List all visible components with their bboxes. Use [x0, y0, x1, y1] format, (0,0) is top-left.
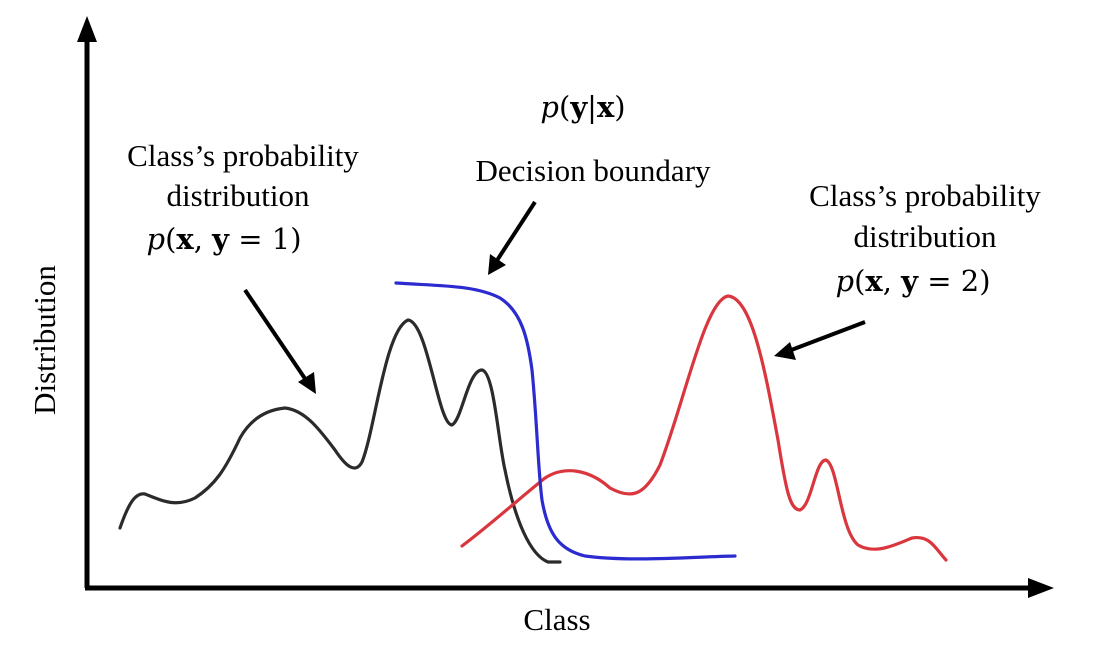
class1-arrowhead [298, 372, 316, 394]
class1-distribution-curve [118, 318, 562, 564]
decision-boundary-label: Decision boundary [475, 153, 711, 188]
posterior-label: p(y|x) [540, 90, 625, 124]
class1-formula: p(x, y = 1) [146, 222, 301, 256]
class2-label-line2: distribution [854, 219, 997, 254]
y-axis-arrowhead [77, 16, 97, 42]
class1-arrow [243, 288, 312, 388]
axes [77, 16, 1054, 598]
class2-arrowhead [774, 342, 796, 360]
boundary-arrowhead [488, 254, 506, 275]
class1-label-line1: Class’s probability [127, 138, 359, 173]
y-axis-label: Distribution [27, 265, 62, 415]
class2-arrow [785, 320, 866, 354]
class2-formula: p(x, y = 2) [835, 264, 990, 298]
x-axis-label: Class [523, 602, 590, 637]
class2-label-line1: Class’s probability [809, 178, 1041, 213]
annotation-arrows [243, 200, 866, 394]
class2-distribution-curve [460, 294, 948, 562]
x-axis-arrowhead [1028, 578, 1054, 598]
decision-boundary-curve [394, 281, 737, 561]
boundary-arrow [492, 200, 537, 267]
class1-label-line2: distribution [167, 178, 310, 213]
